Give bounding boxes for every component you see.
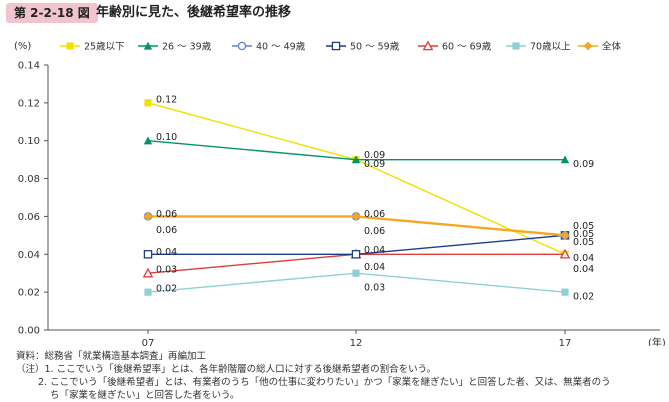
data-label: 0.04 — [573, 264, 594, 275]
data-label: 0.09 — [364, 150, 385, 161]
chart-data-labels: 0.120.090.040.100.09 0.090.06 0.06 0.050.04… — [156, 94, 594, 302]
data-label: 0.06 — [364, 226, 385, 237]
data-label: 0.03 — [364, 283, 385, 294]
data-label: 0.09 — [573, 159, 594, 170]
data-point — [560, 230, 570, 240]
data-label: 0.02 — [156, 284, 177, 295]
data-point — [143, 250, 153, 259]
y-tick-label: 0.06 — [18, 212, 40, 223]
chart-series — [142, 99, 571, 296]
legend-marker — [331, 41, 341, 51]
data-label: 0.04 — [573, 253, 594, 264]
x-tick-label: 12 — [350, 338, 363, 346]
data-label: 0.03 — [156, 265, 177, 276]
legend-marker — [583, 41, 593, 51]
y-tick-label: 0.12 — [18, 98, 40, 109]
legend-label: 25歳以下 — [84, 41, 125, 53]
data-label: 0.05 — [573, 237, 594, 248]
chart-legend: 25歳以下 26 ～ 39歳 40 ～ 49歳 50 ～ 59歳 60 ～ 69歳 70歳… — [60, 40, 622, 53]
legend-label: 60 ～ 69歳 — [442, 41, 492, 53]
y-tick-label: 0.10 — [18, 136, 40, 147]
data-label: 0.12 — [156, 94, 177, 105]
legend-label: 40 ～ 49歳 — [256, 41, 306, 53]
y-tick-label: 0.08 — [18, 174, 40, 185]
x-axis-unit-label: (年) — [648, 336, 666, 346]
data-label: 0.06 — [156, 225, 177, 236]
source-note: 資料：総務省「就業構造基本調査」再編加工 — [16, 351, 207, 362]
data-label: 0.04 — [364, 245, 385, 256]
legend-marker — [512, 42, 520, 50]
data-label: 0.02 — [573, 292, 594, 303]
legend-label: 70歳以上 — [530, 41, 571, 53]
legend-marker — [422, 40, 434, 51]
note-3: ち「家業を継ぎたい」と回答した者をいう。 — [50, 390, 240, 401]
data-point — [352, 269, 360, 277]
legend-marker — [143, 41, 153, 50]
chart-axes: (%) 0.00 0.02 0.04 0.06 0.08 0.10 0.12 0.14 07 12 1… — [14, 41, 666, 346]
y-tick-label: 0.02 — [18, 288, 40, 299]
data-label: 0.10 — [156, 132, 177, 143]
data-label: 0.05 — [573, 221, 594, 232]
data-label: 0.09 — [364, 159, 385, 170]
data-point — [351, 250, 361, 259]
x-tick-label: 07 — [142, 338, 155, 346]
data-point — [560, 155, 570, 164]
y-tick-label: 0.00 — [18, 326, 40, 337]
data-point — [351, 212, 361, 221]
figure-number-badge: 第 2-2-18 図 — [6, 3, 98, 23]
legend-label: 全体 — [602, 41, 622, 53]
note-2: 2. ここでいう「後継希望者」とは、有業者のうち「他の仕事に変わりたい」かつ「家… — [38, 377, 611, 388]
data-label: 0.05 — [573, 229, 594, 240]
data-point — [143, 136, 153, 145]
note-1: （注）1. ここでいう「後継希望率」とは、各年齢階層の総人口に対する後継希望者の… — [16, 364, 437, 375]
y-tick-label: 0.04 — [18, 250, 40, 261]
data-point — [559, 248, 571, 259]
data-label: 0.06 — [364, 209, 385, 220]
legend-label: 26 ～ 39歳 — [162, 41, 212, 53]
data-point — [142, 267, 154, 278]
line-chart: 25歳以下 26 ～ 39歳 40 ～ 49歳 50 ～ 59歳 60 ～ 69歳 70歳… — [14, 40, 666, 346]
legend-marker — [66, 42, 74, 50]
legend-marker — [237, 41, 247, 51]
data-point — [351, 155, 361, 164]
x-tick-label: 17 — [559, 338, 572, 346]
chart-notes: 資料：総務省「就業構造基本調査」再編加工 （注）1. ここでいう「後継希望率」と… — [16, 350, 666, 402]
figure-title: 年齢別に見た、後継希望率の推移 — [96, 5, 292, 20]
y-tick-label: 0.14 — [18, 61, 40, 72]
data-label: 0.04 — [156, 247, 177, 258]
data-point — [144, 99, 152, 107]
data-point — [144, 288, 152, 296]
y-axis-unit-label: (%) — [14, 41, 31, 52]
figure-header: 第 2-2-18 図 年齢別に見た、後継希望率の推移 — [0, 0, 669, 26]
data-point — [561, 288, 569, 296]
series-line — [147, 102, 566, 255]
data-point — [143, 212, 153, 221]
data-label: 0.04 — [364, 262, 385, 273]
legend-label: 50 ～ 59歳 — [350, 41, 400, 53]
data-label: 0.06 — [156, 209, 177, 220]
